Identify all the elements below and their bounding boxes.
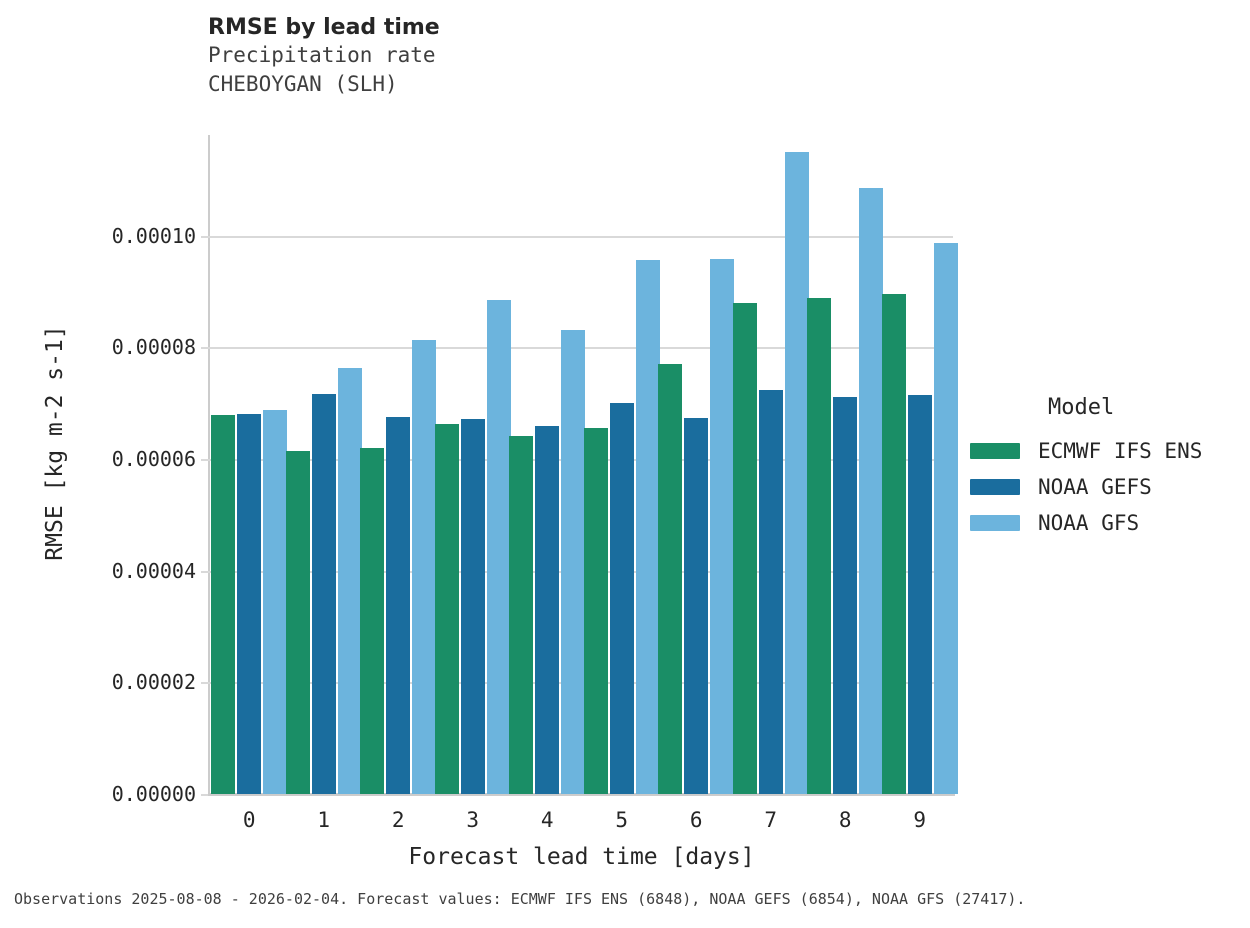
legend-swatch-icon <box>970 479 1020 495</box>
chart-header: RMSE by lead time Precipitation rate CHE… <box>208 14 440 99</box>
bar-group <box>583 135 660 794</box>
y-axis-tick <box>201 794 208 796</box>
x-axis-tick-label: 9 <box>913 808 927 832</box>
x-axis-tick-label: 7 <box>764 808 778 832</box>
bar[interactable] <box>609 403 634 794</box>
bar[interactable] <box>412 339 437 794</box>
legend-item-label: NOAA GFS <box>1038 511 1140 535</box>
chart-location: CHEBOYGAN (SLH) <box>208 72 398 96</box>
bar[interactable] <box>360 448 385 794</box>
bar[interactable] <box>561 330 586 794</box>
y-axis-tick <box>201 682 208 685</box>
y-axis-line <box>208 135 210 795</box>
bar-group <box>658 135 735 794</box>
y-axis-tick-label: 0.00004 <box>111 558 196 583</box>
bar[interactable] <box>833 396 858 794</box>
y-axis-tick <box>201 235 208 238</box>
bar-group <box>434 135 511 794</box>
bar[interactable] <box>486 300 511 794</box>
bar[interactable] <box>434 424 459 794</box>
y-axis-tick-label: 0.00006 <box>111 446 196 471</box>
bar[interactable] <box>881 294 906 794</box>
bar[interactable] <box>807 298 832 794</box>
x-axis-title: Forecast lead time [days] <box>408 844 755 870</box>
bar[interactable] <box>386 417 411 794</box>
legend-item-label: ECMWF IFS ENS <box>1038 439 1203 463</box>
x-axis-tick-label: 4 <box>540 808 554 832</box>
bar[interactable] <box>460 418 485 794</box>
page-title: RMSE by lead time <box>208 15 440 40</box>
bar[interactable] <box>285 450 310 794</box>
bar[interactable] <box>758 389 783 794</box>
legend-title: Model <box>1048 395 1115 420</box>
bar[interactable] <box>337 367 362 794</box>
footer-caption: Observations 2025-08-08 - 2026-02-04. Fo… <box>14 890 1026 908</box>
bar[interactable] <box>635 259 660 794</box>
y-axis-tick-label: 0.00010 <box>111 223 196 248</box>
y-axis-tick <box>201 570 208 573</box>
legend-item[interactable]: NOAA GFS <box>970 505 1202 541</box>
y-axis-tick-label: 0.00000 <box>111 782 196 806</box>
y-axis-tick-label: 0.00008 <box>111 335 196 360</box>
y-axis-tick <box>201 458 208 461</box>
bar[interactable] <box>535 425 560 794</box>
y-axis-title: RMSE [kg m-2 s-1] <box>42 325 68 561</box>
bar[interactable] <box>311 394 336 794</box>
x-axis-line <box>208 793 955 796</box>
legend-item[interactable]: ECMWF IFS ENS <box>970 433 1202 469</box>
gridline <box>208 235 953 238</box>
legend-swatch-icon <box>970 515 1020 531</box>
bar[interactable] <box>509 436 534 794</box>
bar-group <box>509 135 586 794</box>
x-axis-tick-label: 8 <box>838 808 852 832</box>
x-axis-tick-label: 3 <box>466 808 480 832</box>
chart-subtitle: Precipitation rate <box>208 43 436 67</box>
bar-group <box>732 135 809 794</box>
x-axis-tick-label: 5 <box>615 808 629 832</box>
bar[interactable] <box>684 418 709 794</box>
bar-group <box>285 135 362 794</box>
y-axis-tick-label: 0.00002 <box>111 670 196 695</box>
legend-entries: ECMWF IFS ENS NOAA GEFS NOAA GFS <box>970 433 1202 541</box>
x-axis-tick-label: 0 <box>242 808 256 832</box>
bar-group <box>807 135 884 794</box>
bar[interactable] <box>710 258 735 794</box>
bar[interactable] <box>732 302 757 794</box>
bar[interactable] <box>583 428 608 794</box>
x-axis-tick-label: 1 <box>317 808 331 832</box>
y-axis-tick-labels: 0.00000 0.00002 0.00004 0.00006 0.00008 0.000… <box>0 135 196 806</box>
y-axis-tick <box>201 347 208 350</box>
x-axis-tick-labels: 0 1 2 3 4 5 6 7 8 9 <box>208 802 955 842</box>
legend-item[interactable]: NOAA GEFS <box>970 469 1202 505</box>
bar[interactable] <box>211 415 236 794</box>
bar-group <box>881 135 958 794</box>
legend: Model ECMWF IFS ENS NOAA GEFS NOAA GFS <box>970 395 1202 541</box>
bar[interactable] <box>784 152 809 794</box>
legend-item-label: NOAA GEFS <box>1038 475 1152 499</box>
bar[interactable] <box>658 363 683 794</box>
bar[interactable] <box>933 243 958 794</box>
bar[interactable] <box>237 414 262 794</box>
x-axis-tick-label: 2 <box>391 808 405 832</box>
bar[interactable] <box>907 394 932 794</box>
plot-area <box>201 135 958 796</box>
bar[interactable] <box>263 409 288 794</box>
bar-group <box>360 135 437 794</box>
legend-swatch-icon <box>970 443 1020 459</box>
bar[interactable] <box>859 187 884 794</box>
bar-group <box>211 135 288 794</box>
x-axis-tick-label: 6 <box>689 808 703 832</box>
